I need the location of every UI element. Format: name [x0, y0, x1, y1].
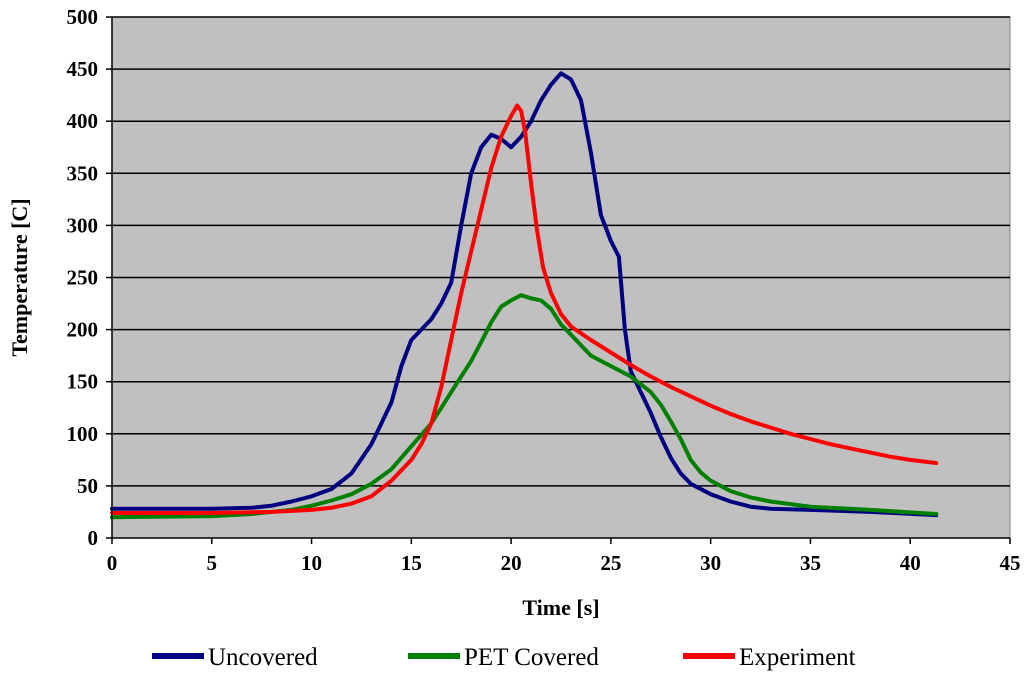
- grid-layer: [112, 16, 1010, 487]
- x-tick-label-45: 45: [1000, 551, 1021, 575]
- y-tick-label-200: 200: [67, 318, 99, 342]
- y-tick-labels: 0 50 100 150 200 250 300 350 400 450 500: [67, 5, 99, 550]
- x-tick-label-15: 15: [401, 551, 422, 575]
- x-tick-label-5: 5: [207, 551, 218, 575]
- x-tick-label-30: 30: [700, 551, 721, 575]
- y-tick-label-150: 150: [67, 370, 99, 394]
- axis-layer: [106, 16, 1011, 544]
- x-axis-title: Time [s]: [522, 595, 599, 620]
- legend-label-uncovered: Uncovered: [208, 644, 318, 671]
- legend-label-experiment: Experiment: [739, 644, 856, 671]
- y-tick-label-0: 0: [88, 526, 99, 550]
- y-tick-label-50: 50: [77, 474, 98, 498]
- x-tick-labels: 0 5 10 15 20 25 30 35 40 45: [107, 551, 1021, 575]
- series-layer: [110, 71, 939, 520]
- legend: Uncovered PET Covered Experiment: [152, 644, 856, 671]
- series-line-uncovered: [110, 71, 939, 518]
- x-tick-label-40: 40: [900, 551, 921, 575]
- x-tick-label-25: 25: [600, 551, 621, 575]
- y-tick-label-450: 450: [67, 57, 99, 81]
- series-line-experiment: [110, 103, 939, 515]
- x-tick-label-0: 0: [107, 551, 118, 575]
- y-tick-label-400: 400: [67, 109, 99, 133]
- x-tick-label-35: 35: [800, 551, 821, 575]
- x-tick-label-10: 10: [301, 551, 322, 575]
- y-tick-label-500: 500: [67, 5, 99, 29]
- y-tick-label-100: 100: [67, 422, 99, 446]
- series-line-pet-covered: [110, 293, 939, 520]
- y-tick-label-350: 350: [67, 161, 99, 185]
- y-tick-label-250: 250: [67, 266, 99, 290]
- y-tick-label-300: 300: [67, 213, 99, 237]
- legend-label-pet-covered: PET Covered: [464, 644, 599, 671]
- y-axis-title: Temperature [C]: [7, 198, 32, 356]
- x-tick-label-20: 20: [501, 551, 522, 575]
